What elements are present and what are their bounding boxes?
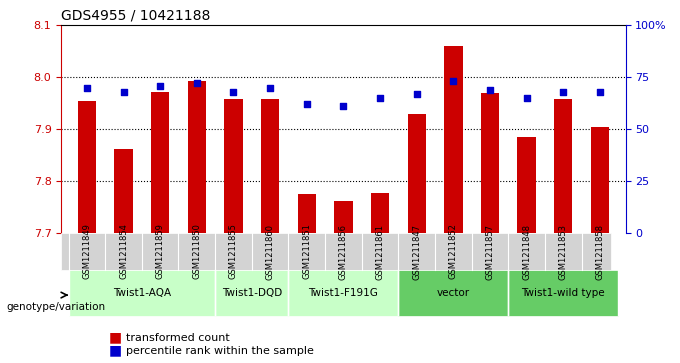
Text: GSM1211859: GSM1211859: [156, 224, 165, 280]
Point: [375, 95, 386, 101]
Bar: [444, 46, 462, 233]
Text: Twist1-AQA: Twist1-AQA: [113, 288, 171, 298]
Text: Twist1-wild type: Twist1-wild type: [522, 288, 605, 298]
Bar: [298, 194, 316, 233]
Bar: [151, 92, 169, 233]
Text: genotype/variation: genotype/variation: [7, 302, 106, 312]
Point: [521, 95, 532, 101]
Text: GSM1211848: GSM1211848: [522, 224, 531, 280]
Point: [594, 89, 605, 95]
Bar: [78, 101, 96, 233]
Bar: [114, 149, 133, 233]
Text: GSM1211856: GSM1211856: [339, 224, 348, 280]
Text: GSM1211849: GSM1211849: [82, 224, 91, 280]
Text: GSM1211855: GSM1211855: [229, 224, 238, 280]
Text: GDS4955 / 10421188: GDS4955 / 10421188: [61, 9, 211, 23]
Text: vector: vector: [437, 288, 470, 298]
Text: ■: ■: [109, 330, 122, 344]
Bar: [517, 137, 536, 233]
Bar: [554, 99, 573, 233]
Text: GSM1211857: GSM1211857: [486, 224, 494, 280]
Text: GSM1211854: GSM1211854: [119, 224, 128, 280]
Bar: [335, 201, 352, 233]
FancyBboxPatch shape: [215, 270, 288, 316]
Point: [228, 89, 239, 95]
Bar: [407, 114, 426, 233]
Point: [82, 85, 92, 90]
Point: [448, 78, 459, 84]
FancyBboxPatch shape: [69, 270, 215, 316]
Point: [301, 101, 312, 107]
Bar: [481, 93, 499, 233]
FancyBboxPatch shape: [398, 270, 509, 316]
Point: [558, 89, 568, 95]
Bar: [224, 99, 243, 233]
Point: [338, 103, 349, 109]
Point: [118, 89, 129, 95]
Point: [485, 87, 496, 93]
Bar: [261, 99, 279, 233]
Text: Twist1-DQD: Twist1-DQD: [222, 288, 282, 298]
FancyBboxPatch shape: [509, 270, 618, 316]
Text: GSM1211860: GSM1211860: [266, 224, 275, 280]
Text: ■: ■: [109, 343, 122, 357]
Text: GSM1211861: GSM1211861: [375, 224, 385, 280]
Text: GSM1211853: GSM1211853: [559, 224, 568, 280]
Bar: [371, 193, 389, 233]
Point: [191, 81, 202, 86]
Text: transformed count: transformed count: [126, 333, 230, 343]
Bar: [591, 127, 609, 233]
Text: GSM1211852: GSM1211852: [449, 224, 458, 280]
Text: GSM1211851: GSM1211851: [302, 224, 311, 280]
Point: [411, 91, 422, 97]
FancyBboxPatch shape: [288, 270, 398, 316]
Text: GSM1211850: GSM1211850: [192, 224, 201, 280]
FancyBboxPatch shape: [61, 233, 611, 270]
Text: percentile rank within the sample: percentile rank within the sample: [126, 346, 313, 356]
Point: [265, 85, 275, 90]
Text: GSM1211858: GSM1211858: [596, 224, 605, 280]
Text: Twist1-F191G: Twist1-F191G: [309, 288, 378, 298]
Text: GSM1211847: GSM1211847: [412, 224, 421, 280]
Bar: [188, 81, 206, 233]
Point: [155, 83, 166, 89]
